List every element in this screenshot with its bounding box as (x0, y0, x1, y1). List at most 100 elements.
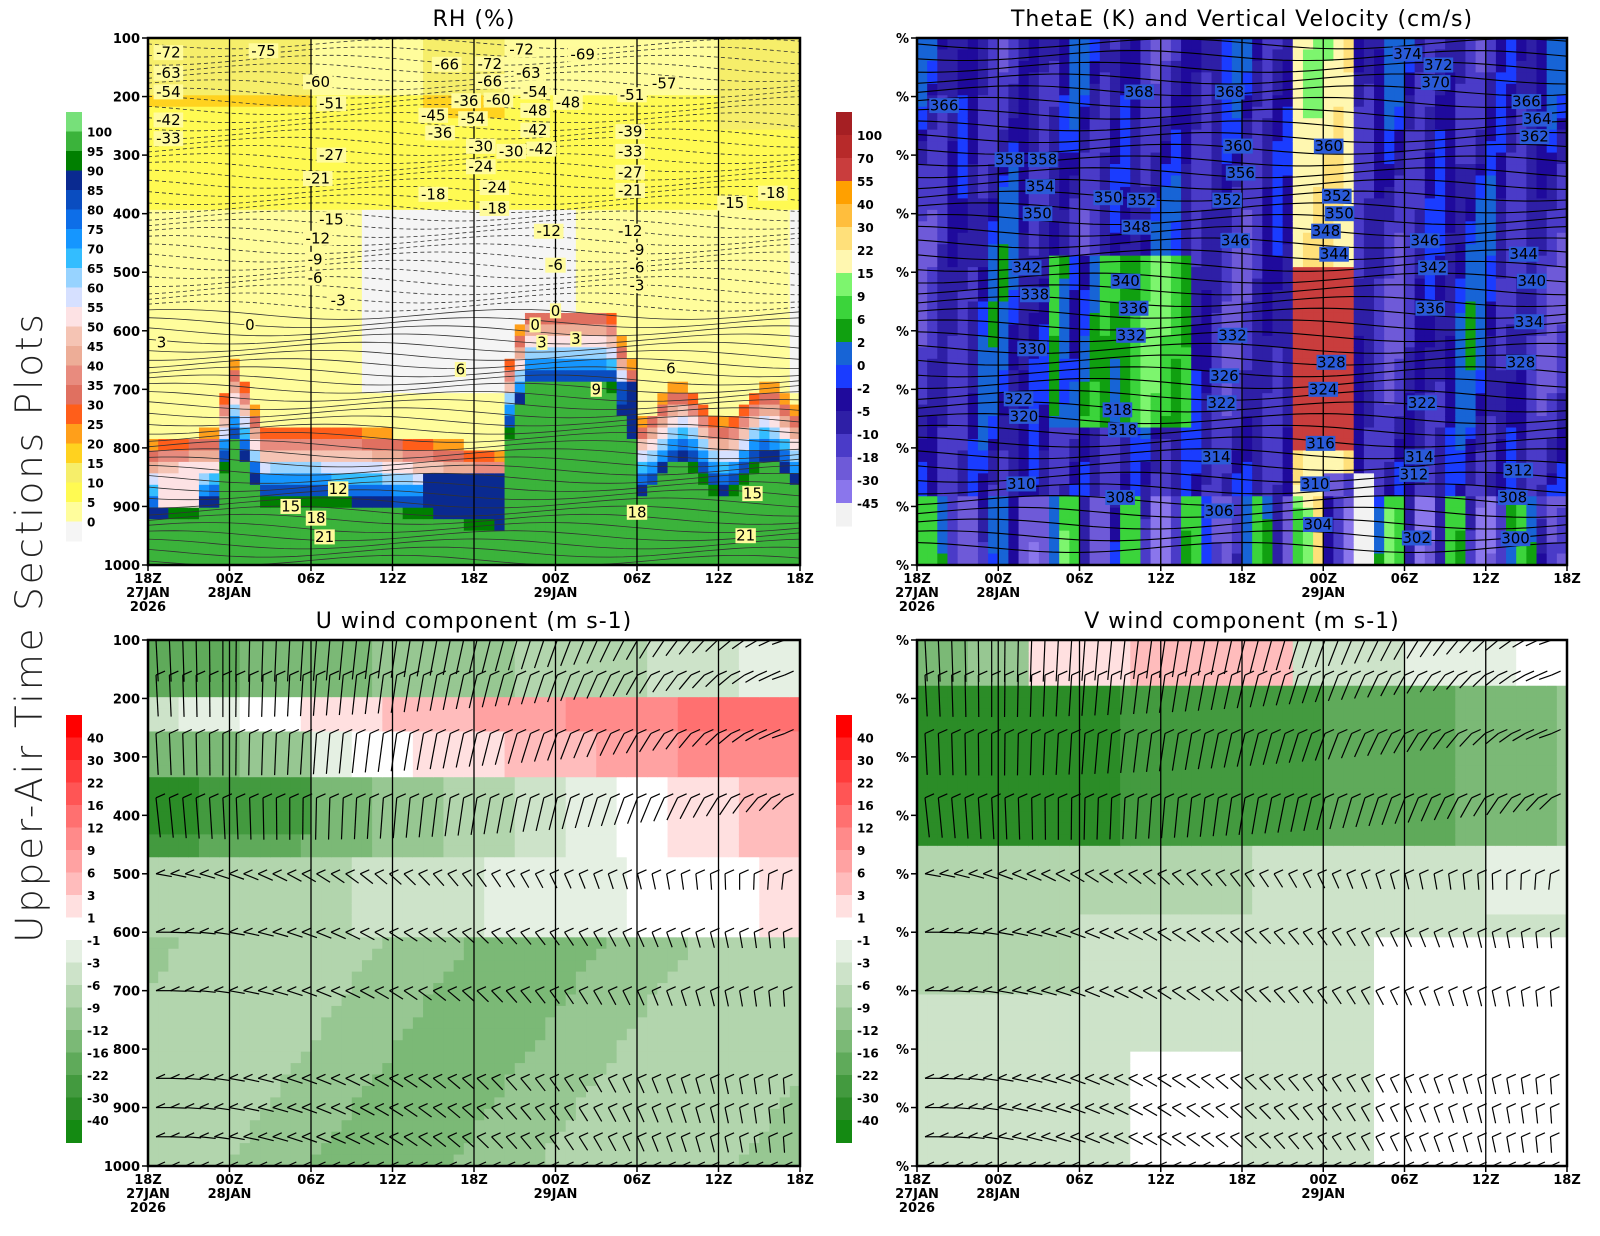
thetae-cell (967, 267, 979, 280)
rh-cell (789, 267, 801, 280)
thetae-cell (1262, 358, 1274, 371)
rh-cell (677, 496, 689, 509)
rh-cell (209, 152, 220, 165)
rh-cell (647, 118, 658, 131)
rh-cell (412, 519, 424, 532)
rh-cell (647, 312, 658, 326)
thetae-cell (1089, 278, 1101, 291)
rh-cell (687, 290, 699, 303)
rh-cell (535, 416, 546, 429)
thetae-cell (1302, 255, 1314, 268)
thetae-cell (1120, 393, 1131, 406)
rh-cell (504, 209, 516, 222)
rh-cell (586, 473, 597, 486)
thetae-cell (1069, 507, 1081, 520)
rh-cell (270, 209, 282, 222)
rh-cell (586, 404, 597, 417)
thetae-cell (917, 244, 928, 257)
thetae-cell (1262, 461, 1274, 474)
rh-cell (239, 461, 251, 474)
thetae-cell (1231, 553, 1243, 566)
thetae-cell (1262, 335, 1274, 348)
thetae-cell (927, 244, 938, 257)
rh-cell (637, 198, 648, 211)
rh-cell (178, 542, 190, 555)
rh-cell (545, 312, 557, 326)
rh-cell (260, 255, 271, 268)
rh-cell (270, 60, 282, 73)
thetae-cell (1069, 381, 1081, 394)
rh-cell (677, 129, 689, 142)
thetae-cell (1302, 152, 1314, 165)
thetae-cell (1059, 141, 1070, 154)
thetae-cell (1160, 381, 1172, 394)
thetae-cell (1150, 530, 1162, 543)
rh-cell (239, 83, 251, 96)
rh-cell (616, 106, 628, 119)
rh-cell (412, 416, 424, 429)
rh-cell (698, 370, 709, 383)
thetae-cell (1252, 473, 1263, 486)
rh-cell (667, 209, 679, 222)
thetae-cell (1049, 118, 1060, 131)
rh-cell (219, 553, 231, 566)
thetae-cell (1191, 519, 1202, 532)
rh-cell (361, 95, 373, 108)
rh-cell (433, 209, 445, 222)
rh-cell (545, 427, 557, 440)
rh-cell (575, 72, 587, 85)
rh-cell (402, 278, 414, 291)
thetae-cell (1079, 118, 1091, 131)
rh-cell (361, 553, 373, 566)
rh-cell (555, 312, 567, 326)
thetae-cell (1262, 38, 1274, 51)
rh-cell (158, 152, 169, 165)
thetae-cell (1343, 542, 1355, 555)
rh-cell (331, 164, 343, 177)
rh-cell (575, 553, 587, 566)
rh-cell (402, 507, 414, 520)
rh-cell (219, 542, 231, 555)
thetae-cell (1343, 484, 1355, 497)
rh-cell (361, 267, 373, 280)
rh-cell (779, 290, 791, 303)
rh-cell (290, 198, 302, 211)
rh-cell (148, 267, 159, 280)
thetae-cell (927, 381, 938, 394)
rh-cell (687, 129, 699, 142)
thetae-cell (1109, 60, 1121, 73)
thetae-cell (967, 461, 979, 474)
thetae-cell (957, 416, 969, 429)
rh-cell (321, 393, 332, 406)
rh-cell (178, 381, 190, 394)
rh-cell (606, 290, 618, 303)
rh-cell (606, 358, 618, 371)
rh-cell (575, 358, 587, 371)
rh-cell (443, 553, 455, 566)
thetae-cell (1231, 450, 1243, 463)
rh-cell (575, 175, 587, 188)
thetae-cell (1353, 255, 1365, 268)
rh-cell (209, 530, 220, 543)
thetae-cell (1079, 106, 1091, 119)
rh-cell (637, 358, 648, 371)
thetae-cell (1231, 312, 1243, 326)
thetae-cell (937, 60, 949, 73)
rh-cell (392, 381, 404, 394)
thetae-cell (1038, 438, 1050, 452)
rh-cell (545, 450, 557, 463)
rh-cell (331, 416, 343, 429)
rh-cell (239, 393, 251, 406)
rh-cell (219, 175, 231, 188)
thetae-cell (1262, 381, 1274, 394)
rh-cell (290, 358, 302, 371)
rh-cell (158, 301, 169, 314)
thetae-cell (1343, 519, 1355, 532)
thetae-cell (977, 461, 989, 474)
rh-cell (718, 393, 730, 406)
rh-cell (545, 438, 557, 452)
thetae-cell (1059, 393, 1070, 406)
rh-cell (535, 450, 546, 463)
thetae-cell (1252, 83, 1263, 96)
rh-cell (372, 186, 383, 199)
